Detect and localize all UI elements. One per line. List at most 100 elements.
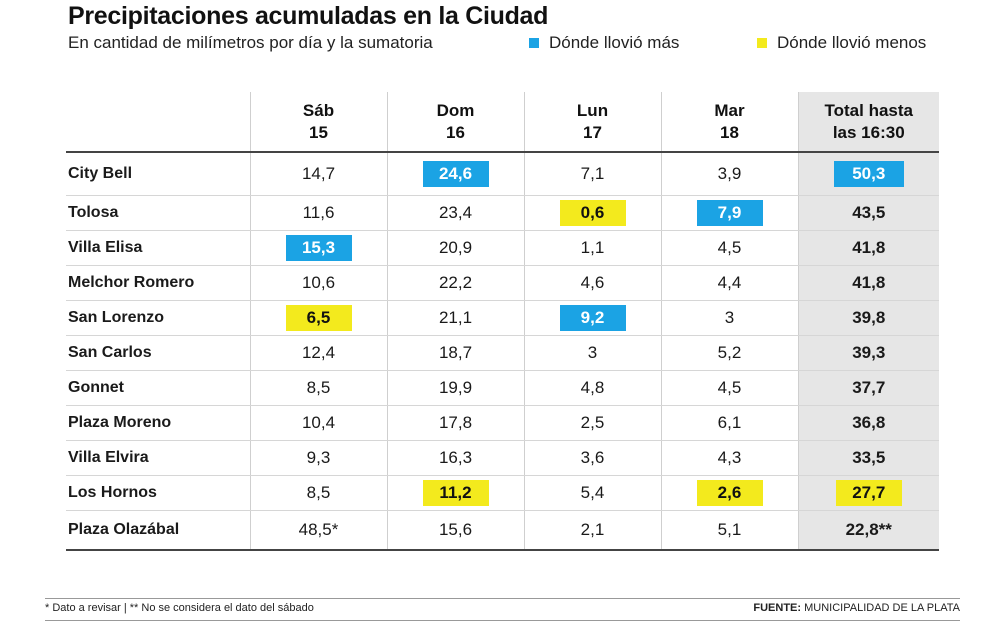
value-cell: 10,6	[249, 265, 387, 301]
table-row: San Carlos 12,4 18,7 3 5,2 39,3	[66, 335, 939, 371]
value-cell: 22,2	[386, 265, 524, 301]
value-cell: 19,9	[386, 370, 524, 406]
cell-value: 10,6	[301, 273, 336, 292]
footer-divider-top	[45, 598, 960, 599]
value-cell: 9,3	[249, 440, 387, 476]
cell-value: 15,6	[438, 520, 473, 539]
cell-value: 37,7	[852, 378, 886, 397]
total-cell: 41,8	[797, 230, 939, 266]
table-row: San Lorenzo 6,5 21,1 9,2 3 39,8	[66, 300, 939, 336]
cell-value: 36,8	[852, 413, 886, 432]
cell-value: 3,9	[717, 164, 742, 183]
total-cell: 41,8	[797, 265, 939, 301]
cell-value: 6,1	[717, 413, 742, 432]
row-place-label: City Bell	[66, 152, 250, 196]
highlight-less-value: 11,2	[422, 480, 489, 506]
cell-value: 5,1	[717, 520, 742, 539]
value-cell: 8,5	[249, 475, 387, 511]
total-cell: 33,5	[797, 440, 939, 476]
chart-title: Precipitaciones acumuladas en la Ciudad	[68, 2, 549, 30]
cell-value: 33,5	[852, 448, 886, 467]
cell-value: 48,5*	[298, 520, 339, 539]
cell-value: 11,6	[302, 203, 335, 222]
row-place-label: Plaza Moreno	[66, 405, 250, 441]
legend-label-less: Dónde llovió menos	[777, 33, 927, 52]
total-cell: 37,7	[797, 370, 939, 406]
cell-value: 39,3	[852, 343, 886, 362]
cell-value: 22,8**	[845, 520, 892, 539]
value-cell: 7,1	[523, 152, 661, 196]
value-cell: 2,5	[523, 405, 661, 441]
legend-item-more: Dónde llovió más	[529, 33, 679, 53]
row-place-label: Gonnet	[66, 370, 250, 406]
precipitation-table: Sáb 15 Dom 16 Lun 17 Mar 18 Total hasta las 1…	[66, 92, 939, 551]
cell-value: 43,5	[852, 203, 886, 222]
highlight-more-value: 50,3	[833, 161, 904, 187]
cell-value: 21,1	[438, 308, 473, 327]
cell-value: 20,9	[438, 238, 473, 257]
cell-value: 41,8	[852, 238, 886, 257]
row-place-label: Villa Elvira	[66, 440, 250, 476]
row-place-label: Villa Elisa	[66, 230, 250, 266]
cell-value: 22,2	[438, 273, 473, 292]
value-cell: 3	[523, 335, 661, 371]
cell-value: 8,5	[306, 378, 331, 397]
highlight-less-value: 0,6	[559, 200, 626, 226]
value-cell: 15,3	[249, 230, 387, 266]
cell-value: 39,8	[852, 308, 886, 327]
header-col-total: Total hasta las 16:30	[797, 92, 939, 152]
value-cell: 6,1	[660, 405, 798, 441]
value-cell: 7,9	[660, 195, 798, 231]
total-cell: 43,5	[797, 195, 939, 231]
value-cell: 3,6	[523, 440, 661, 476]
value-cell: 11,6	[249, 195, 387, 231]
value-cell: 10,4	[249, 405, 387, 441]
table-row: Gonnet 8,5 19,9 4,8 4,5 37,7	[66, 370, 939, 406]
cell-value: 2,5	[580, 413, 605, 432]
row-place-label: Melchor Romero	[66, 265, 250, 301]
cell-value: 9,3	[306, 448, 331, 467]
cell-value: 1,1	[580, 238, 605, 257]
row-place-label: Los Hornos	[66, 475, 250, 511]
row-place-label: San Carlos	[66, 335, 250, 371]
total-cell: 39,8	[797, 300, 939, 336]
value-cell: 4,4	[660, 265, 798, 301]
source-text: MUNICIPALIDAD DE LA PLATA	[804, 602, 960, 614]
value-cell: 4,8	[523, 370, 661, 406]
cell-value: 3,6	[580, 448, 605, 467]
highlight-more-value: 7,9	[696, 200, 763, 226]
table-row: Villa Elisa 15,3 20,9 1,1 4,5 41,8	[66, 230, 939, 266]
chart-subtitle: En cantidad de milímetros por día y la s…	[68, 33, 433, 52]
footnote: * Dato a revisar | ** No se considera el…	[45, 602, 314, 614]
header-col-3: Lun 17	[523, 92, 661, 152]
value-cell: 3,9	[660, 152, 798, 196]
row-place-label: Plaza Olazábal	[66, 510, 250, 551]
value-cell: 8,5	[249, 370, 387, 406]
value-cell: 20,9	[386, 230, 524, 266]
cell-value: 4,6	[580, 273, 605, 292]
cell-value: 19,9	[438, 378, 473, 397]
highlight-less-value: 2,6	[696, 480, 763, 506]
value-cell: 9,2	[523, 300, 661, 336]
cell-value: 23,4	[438, 203, 473, 222]
value-cell: 5,1	[660, 510, 798, 551]
highlight-more-value: 9,2	[559, 305, 626, 331]
value-cell: 2,6	[660, 475, 798, 511]
value-cell: 0,6	[523, 195, 661, 231]
cell-value: 5,2	[717, 343, 742, 362]
cell-value: 3	[724, 308, 735, 327]
value-cell: 3	[660, 300, 798, 336]
value-cell: 2,1	[523, 510, 661, 551]
source-label: FUENTE:	[753, 602, 802, 614]
value-cell: 21,1	[386, 300, 524, 336]
value-cell: 16,3	[386, 440, 524, 476]
cell-value: 4,5	[717, 378, 742, 397]
total-cell: 50,3	[797, 152, 939, 196]
table-row: Melchor Romero 10,6 22,2 4,6 4,4 41,8	[66, 265, 939, 301]
cell-value: 16,3	[438, 448, 473, 467]
row-place-label: San Lorenzo	[66, 300, 250, 336]
cell-value: 12,4	[301, 343, 336, 362]
cell-value: 17,8	[438, 413, 473, 432]
highlight-less-value: 27,7	[835, 480, 902, 506]
highlight-less-value: 6,5	[285, 305, 352, 331]
